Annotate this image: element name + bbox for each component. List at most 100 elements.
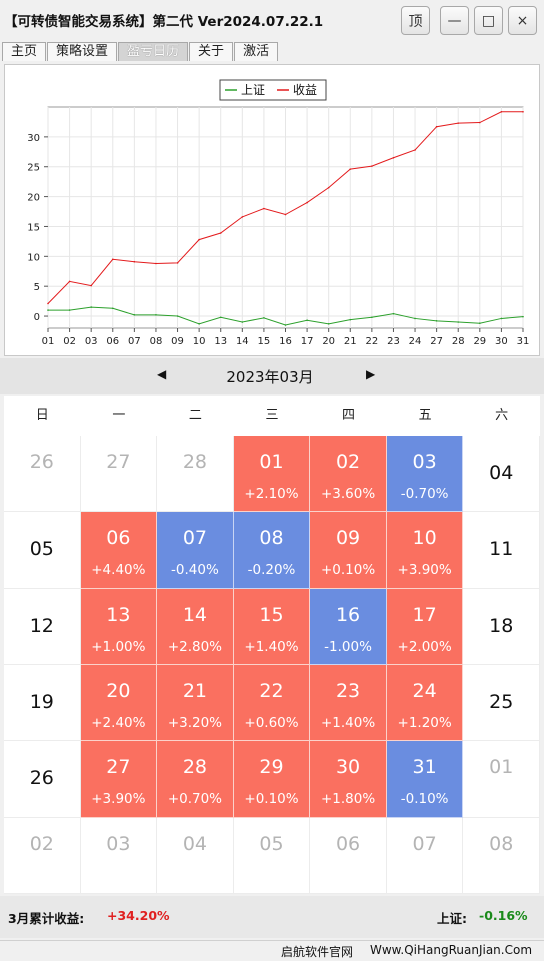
calendar-day-cell[interactable]: 30 +1.80%: [310, 741, 387, 818]
day-return: +2.80%: [167, 638, 223, 655]
data-point: [68, 309, 71, 311]
calendar-day-cell[interactable]: 31 -0.10%: [386, 741, 464, 818]
day-return: +3.90%: [91, 791, 146, 808]
legend-label-index: 上证: [241, 83, 265, 97]
calendar-day-cell[interactable]: 03 -0.70%: [386, 436, 464, 513]
day-number: 20: [106, 680, 131, 702]
x-tick-label: 01: [42, 336, 55, 347]
day-return: -0.20%: [247, 562, 296, 579]
calendar-day-cell[interactable]: 23 +1.40%: [310, 665, 387, 742]
day-number: 19: [29, 691, 54, 713]
calendar-day-cell[interactable]: 19: [4, 665, 81, 742]
tab-activate[interactable]: 激活: [234, 42, 279, 61]
data-point: [349, 168, 352, 170]
data-point: [133, 260, 136, 263]
y-tick-label: 25: [27, 163, 40, 174]
day-return: -1.00%: [324, 638, 372, 655]
day-return: +1.40%: [320, 715, 376, 731]
calendar-day-cell[interactable]: 22 +0.60%: [233, 665, 311, 742]
calendar-day-cell[interactable]: 27 +3.90%: [80, 741, 158, 818]
y-tick-label: 10: [27, 252, 40, 263]
day-number: 07: [182, 527, 208, 550]
weekday-sun: 日: [35, 408, 49, 423]
calendar-day-cell[interactable]: 08 -0.20%: [233, 512, 311, 589]
x-tick-label: 10: [193, 336, 206, 347]
pnl-chart: 0 5 10 15 20 25 30 01 02 03 06 07 08 09 10 13 14 15 16 17 20…: [4, 64, 540, 356]
day-number: 24: [412, 680, 437, 702]
calendar-day-cell[interactable]: 11: [463, 512, 540, 589]
maximize-button[interactable]: □: [474, 6, 503, 35]
calendar-day-cell[interactable]: 24 +1.20%: [386, 665, 464, 742]
tab-strategy-settings[interactable]: 策略设置: [47, 42, 118, 61]
tab-home[interactable]: 主页: [2, 42, 47, 61]
x-tick-label: 30: [495, 336, 508, 347]
y-tick-label: 15: [27, 222, 40, 233]
day-number: 11: [489, 538, 514, 561]
day-return: +0.10%: [244, 791, 299, 808]
legend-box: [219, 79, 327, 101]
y-tick-label: 0: [34, 312, 40, 323]
calendar-day-cell[interactable]: 13 +1.00%: [80, 588, 158, 665]
data-point: [500, 317, 503, 320]
app-title: 【可转债智能交易系统】第二代 Ver2024.07.22.1: [4, 14, 324, 30]
day-number: 26: [29, 767, 54, 790]
calendar-day-cell[interactable]: 29 +0.10%: [233, 741, 311, 818]
day-return: +4.40%: [91, 562, 146, 579]
calendar-day-cell[interactable]: 07 -0.40%: [157, 512, 234, 589]
calendar-day-cell[interactable]: 05: [4, 512, 81, 589]
close-button[interactable]: ×: [508, 6, 537, 35]
calendar-day-cell[interactable]: 09 +0.10%: [310, 512, 387, 589]
data-point: [500, 110, 503, 113]
day-number: 18: [489, 614, 514, 637]
monthly-return-label: 3月累计收益:: [8, 911, 85, 926]
calendar-day-cell[interactable]: 28 +0.70%: [157, 741, 234, 818]
data-point: [263, 207, 265, 210]
day-number: 23: [335, 680, 361, 702]
data-point: [371, 316, 373, 319]
x-tick-label: 27: [430, 336, 443, 347]
calendar-day-cell: 01: [463, 741, 540, 818]
day-number: 05: [259, 832, 284, 855]
next-month-button[interactable]: ▶: [366, 367, 376, 381]
data-point: [90, 284, 92, 287]
calendar-day-cell[interactable]: 04: [463, 436, 540, 513]
data-point: [133, 314, 136, 316]
calendar-day-cell[interactable]: 16 -1.00%: [310, 588, 387, 665]
calendar-day-cell[interactable]: 20 +2.40%: [80, 665, 158, 742]
day-number: 17: [412, 603, 437, 626]
day-number: 03: [412, 451, 437, 473]
tab-pnl-calendar[interactable]: 盈亏日历: [118, 42, 189, 61]
tab-about[interactable]: 关于: [189, 42, 234, 61]
calendar-day-cell[interactable]: 15 +1.40%: [233, 588, 311, 665]
footer-site-name[interactable]: 启航软件官网: [281, 945, 354, 959]
data-point: [457, 321, 460, 323]
calendar-day-cell[interactable]: 06 +4.40%: [80, 512, 158, 589]
calendar-day-cell[interactable]: 02 +3.60%: [310, 436, 387, 513]
calendar-day-cell[interactable]: 17 +2.00%: [386, 588, 464, 665]
calendar-day-cell[interactable]: 14 +2.80%: [157, 588, 234, 665]
calendar-day-cell[interactable]: 01 +2.10%: [233, 436, 311, 513]
calendar-day-cell[interactable]: 12: [4, 588, 81, 665]
day-number: 27: [106, 451, 131, 473]
pin-top-button[interactable]: 顶: [401, 6, 430, 35]
x-tick-label: 13: [214, 336, 227, 347]
calendar-day-cell[interactable]: 18: [463, 588, 540, 665]
x-tick-label: 23: [387, 336, 400, 347]
day-number: 15: [259, 603, 284, 626]
day-number: 10: [412, 527, 437, 550]
calendar-day-cell[interactable]: 26: [4, 741, 81, 818]
data-point: [155, 314, 157, 316]
day-number: 28: [182, 756, 208, 779]
day-return: +1.80%: [320, 791, 376, 808]
minimize-button[interactable]: —: [440, 6, 469, 35]
day-return: +3.20%: [167, 715, 223, 731]
calendar-day-cell[interactable]: 25: [463, 665, 540, 742]
data-point: [155, 262, 157, 265]
calendar-day-cell[interactable]: 10 +3.90%: [386, 512, 464, 589]
tab-bar: 主页 策略设置 盈亏日历 关于 激活: [2, 42, 279, 62]
calendar-day-cell[interactable]: 21 +3.20%: [157, 665, 234, 742]
prev-month-button[interactable]: ◀: [157, 367, 167, 381]
data-point: [241, 216, 244, 218]
footer-site-url[interactable]: Www.QiHangRuanJian.Com: [370, 943, 533, 957]
day-return: +1.20%: [397, 715, 452, 731]
